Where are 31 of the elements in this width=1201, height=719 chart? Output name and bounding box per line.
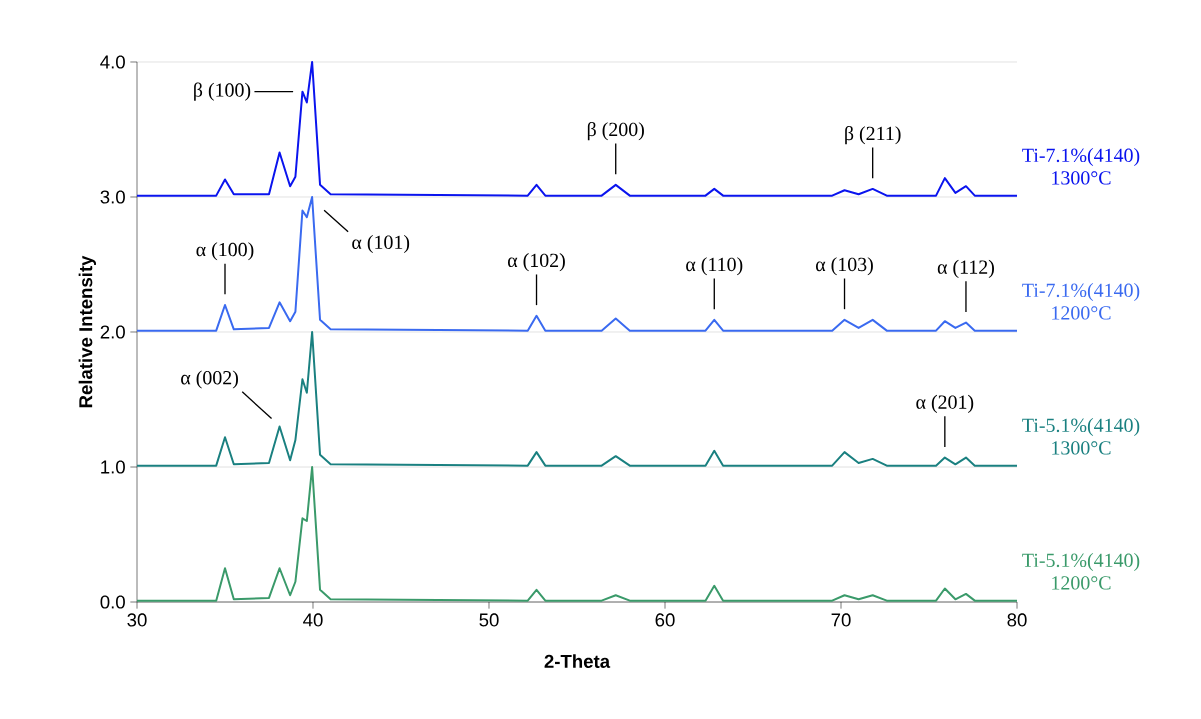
annotation: α (112) bbox=[937, 259, 994, 278]
y-tick-label: 1.0 bbox=[101, 460, 125, 474]
x-tick-label: 40 bbox=[303, 613, 323, 627]
line-series bbox=[136, 195, 1019, 332]
y-tick-label: 0.0 bbox=[100, 595, 125, 609]
annotation: α (002) bbox=[181, 370, 238, 389]
line-series bbox=[136, 60, 1019, 197]
y-tick-label: 3.0 bbox=[100, 190, 125, 204]
x-tick-label: 50 bbox=[479, 613, 499, 627]
series-label: Ti-7.1%(4140) 1200°C bbox=[1022, 283, 1140, 320]
x-tick-label: 60 bbox=[655, 613, 675, 627]
annotation: β (211) bbox=[845, 125, 901, 145]
line-series bbox=[136, 330, 1019, 467]
series-label: Ti-5.1%(4140) 1200°C bbox=[1022, 553, 1140, 590]
series-label: Ti-5.1%(4140) 1300°C bbox=[1022, 418, 1140, 455]
annotation: β (200) bbox=[587, 121, 644, 141]
x-axis-title: 2-Theta bbox=[544, 654, 611, 668]
x-tick-label: 70 bbox=[831, 613, 851, 627]
annotation: α (102) bbox=[507, 253, 565, 272]
x-tick-label: 80 bbox=[1007, 613, 1027, 627]
annotation: α (103) bbox=[815, 257, 873, 276]
annotation: α (101) bbox=[352, 235, 410, 254]
annotation: β (100) bbox=[194, 82, 251, 101]
y-tick-label: 2.0 bbox=[100, 325, 125, 339]
y-axis-title: Relative Intensity bbox=[78, 255, 96, 408]
annotation: α (110) bbox=[686, 257, 743, 276]
y-tick-label: 4.0 bbox=[100, 55, 125, 69]
annotation: α (100) bbox=[196, 242, 254, 261]
x-tick-label: 30 bbox=[127, 613, 147, 627]
annotation: α (201) bbox=[916, 394, 974, 413]
series-label: Ti-7.1%(4140) 1300°C bbox=[1022, 148, 1140, 185]
